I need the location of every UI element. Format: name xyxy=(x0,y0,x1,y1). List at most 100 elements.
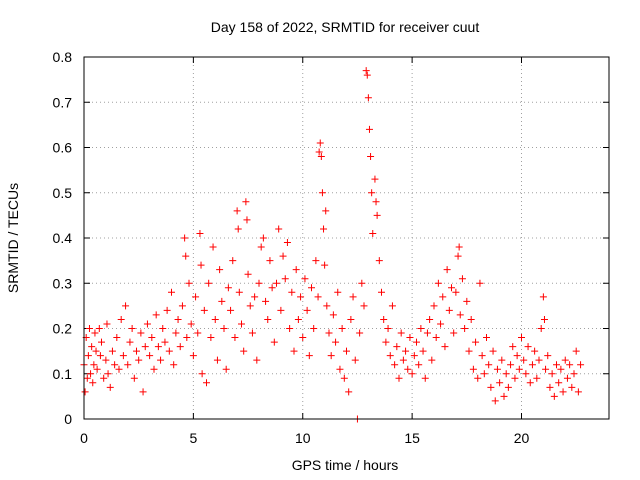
data-point xyxy=(148,334,156,342)
plot-frame xyxy=(83,56,610,420)
data-point xyxy=(368,189,376,197)
data-point xyxy=(329,311,337,319)
data-point xyxy=(570,370,578,378)
y-tick-label: 0.5 xyxy=(53,185,73,201)
data-point xyxy=(537,325,545,332)
data-point xyxy=(334,288,342,296)
data-point xyxy=(568,383,576,391)
data-point xyxy=(528,361,536,369)
data-point xyxy=(397,329,405,337)
data-point xyxy=(234,225,242,233)
y-tick-label: 0.2 xyxy=(53,321,73,337)
data-point xyxy=(443,266,451,274)
data-point xyxy=(233,207,241,215)
data-point xyxy=(358,279,366,287)
data-point xyxy=(474,374,482,382)
data-point xyxy=(266,257,274,265)
data-point xyxy=(194,329,202,337)
data-point xyxy=(279,252,287,260)
data-point xyxy=(332,338,340,346)
data-point xyxy=(290,347,298,355)
data-point xyxy=(93,365,101,373)
data-point xyxy=(426,315,434,323)
data-point xyxy=(90,361,98,369)
data-point xyxy=(185,279,193,287)
data-point xyxy=(347,315,355,323)
data-point xyxy=(161,338,169,346)
data-point xyxy=(154,343,162,351)
data-point xyxy=(299,334,307,342)
y-tick-label: 0.1 xyxy=(53,366,73,382)
data-point xyxy=(483,334,490,342)
data-point xyxy=(172,329,180,337)
data-point xyxy=(286,325,294,332)
data-point xyxy=(242,198,250,206)
data-point xyxy=(434,279,442,287)
data-point xyxy=(363,71,371,79)
data-point xyxy=(478,352,486,360)
y-axis-label: SRMTID / TECUs xyxy=(5,183,21,293)
data-point xyxy=(283,239,291,247)
data-point xyxy=(461,325,469,332)
data-point xyxy=(487,383,495,391)
data-point xyxy=(489,347,497,355)
data-point xyxy=(168,288,175,296)
data-point xyxy=(322,207,330,215)
data-points xyxy=(80,67,585,423)
data-point xyxy=(504,383,512,391)
data-point xyxy=(548,370,556,378)
data-point xyxy=(85,325,93,332)
data-point xyxy=(100,374,108,382)
data-point xyxy=(196,229,204,237)
data-point xyxy=(550,392,558,400)
data-point xyxy=(559,388,567,396)
data-point xyxy=(428,356,436,364)
data-point xyxy=(388,302,396,310)
data-point xyxy=(288,288,296,296)
data-point xyxy=(373,211,381,219)
data-point xyxy=(410,352,418,360)
data-point xyxy=(248,329,256,337)
data-point xyxy=(95,325,103,332)
data-point xyxy=(229,257,237,265)
data-point xyxy=(509,343,517,351)
x-tick-label: 10 xyxy=(295,430,311,446)
data-point xyxy=(380,315,388,323)
data-point xyxy=(542,365,550,373)
data-point xyxy=(209,243,217,251)
data-point xyxy=(458,275,466,283)
data-point xyxy=(531,347,539,355)
data-point xyxy=(371,175,379,183)
axis-ticks xyxy=(83,56,609,420)
data-point xyxy=(404,365,412,373)
data-point xyxy=(378,288,385,296)
data-point xyxy=(360,302,368,310)
data-point xyxy=(343,347,350,355)
data-point xyxy=(92,347,100,355)
data-point xyxy=(546,383,554,391)
data-point xyxy=(113,334,121,342)
data-point xyxy=(106,383,114,391)
data-point xyxy=(150,365,158,373)
data-point xyxy=(318,189,326,197)
data-point xyxy=(314,293,322,301)
data-point xyxy=(502,370,510,378)
data-point xyxy=(152,311,160,319)
data-point xyxy=(399,356,407,364)
data-point xyxy=(325,329,333,337)
data-point xyxy=(240,347,248,355)
data-point xyxy=(218,297,226,305)
data-point xyxy=(566,361,574,369)
data-point xyxy=(454,252,462,260)
data-point xyxy=(382,338,390,346)
data-point xyxy=(369,229,377,237)
data-point xyxy=(513,352,521,360)
data-point xyxy=(119,352,127,360)
data-point xyxy=(375,257,383,265)
data-point xyxy=(257,243,265,251)
data-point xyxy=(275,225,283,233)
data-point xyxy=(406,334,414,342)
data-point xyxy=(417,325,425,332)
data-point xyxy=(533,374,541,382)
data-point xyxy=(133,347,140,355)
